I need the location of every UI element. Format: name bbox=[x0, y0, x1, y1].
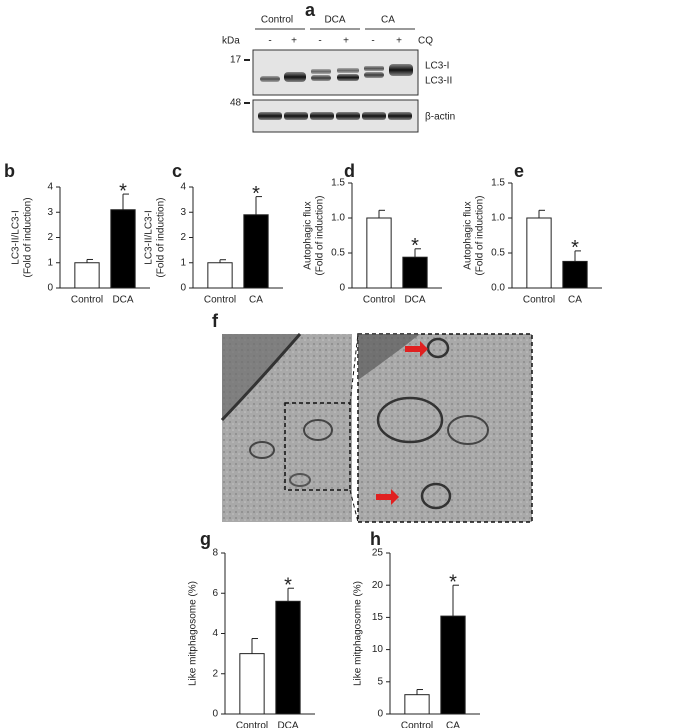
y-tick-label: 2 bbox=[212, 668, 218, 679]
x-tick-label: CA bbox=[446, 721, 460, 728]
annotation: * bbox=[449, 571, 457, 593]
x-tick-label: Control bbox=[523, 295, 555, 306]
y-tick-label: 2 bbox=[180, 232, 186, 243]
y-axis-label: (Fold of induction) bbox=[475, 195, 486, 275]
y-tick-label: 1.0 bbox=[491, 213, 505, 224]
group-label: Control bbox=[261, 15, 293, 26]
x-tick-label: Control bbox=[363, 295, 395, 306]
y-tick-label: 10 bbox=[372, 644, 384, 655]
y-tick-label: 0.0 bbox=[491, 283, 505, 294]
y-tick-label: 3 bbox=[47, 207, 53, 218]
em-image bbox=[220, 333, 533, 523]
y-tick-label: 25 bbox=[372, 548, 384, 559]
treatment: + bbox=[291, 36, 297, 47]
bar bbox=[526, 217, 552, 289]
y-axis-label: Autophagic flux bbox=[463, 201, 474, 269]
panel-label: b bbox=[4, 161, 15, 181]
y-tick-label: 1.0 bbox=[331, 213, 345, 224]
panel-label: e bbox=[514, 161, 524, 181]
group-label: CA bbox=[381, 15, 395, 26]
bands bbox=[258, 112, 412, 120]
y-tick-label: 4 bbox=[47, 182, 53, 193]
y-tick-label: 1.5 bbox=[491, 178, 505, 189]
y-tick-label: 1 bbox=[47, 257, 53, 268]
panel-label: g bbox=[200, 529, 211, 549]
y-tick-label: 0 bbox=[47, 283, 53, 294]
annotation: * bbox=[284, 575, 292, 597]
band-label: LC3-II bbox=[425, 76, 452, 87]
treatment: - bbox=[268, 36, 271, 47]
y-tick-label: 1 bbox=[180, 257, 186, 268]
panel-label: d bbox=[344, 161, 355, 181]
y-tick-label: 0.5 bbox=[491, 248, 505, 259]
marker: 48 bbox=[230, 98, 242, 109]
panel-label: h bbox=[370, 529, 381, 549]
y-tick-label: 15 bbox=[372, 612, 384, 623]
x-tick-label: Control bbox=[401, 721, 433, 728]
y-tick-label: 3 bbox=[180, 207, 186, 218]
y-tick-label: 4 bbox=[180, 182, 186, 193]
kda-label: kDa bbox=[222, 36, 240, 47]
annotation: * bbox=[119, 180, 127, 202]
bar bbox=[562, 260, 588, 289]
bar bbox=[440, 615, 466, 715]
y-tick-label: 20 bbox=[372, 580, 384, 591]
bar bbox=[402, 256, 428, 289]
y-tick-label: 0 bbox=[180, 283, 186, 294]
y-tick-label: 8 bbox=[212, 548, 218, 559]
bar bbox=[239, 653, 265, 715]
annotation: * bbox=[411, 235, 419, 257]
y-tick-label: 6 bbox=[212, 588, 218, 599]
panel-label: c bbox=[172, 161, 182, 181]
x-tick-label: CA bbox=[249, 295, 263, 306]
panel-label: f bbox=[212, 311, 219, 331]
treatment: - bbox=[318, 36, 321, 47]
annotation: * bbox=[571, 237, 579, 259]
y-axis-label: Like mitphagosome (%) bbox=[353, 581, 364, 686]
y-tick-label: 0 bbox=[339, 283, 345, 294]
band-label: β-actin bbox=[425, 112, 455, 123]
y-tick-label: 2 bbox=[47, 232, 53, 243]
y-axis-label: LC3-II/LC3-I bbox=[144, 210, 155, 264]
bar bbox=[110, 209, 136, 289]
y-axis-label: (Fold of induction) bbox=[315, 195, 326, 275]
y-axis-label: Autophagic flux bbox=[303, 201, 314, 269]
y-tick-label: 4 bbox=[212, 628, 218, 639]
y-axis-label: (Fold of induction) bbox=[156, 197, 167, 277]
band-label: LC3-I bbox=[425, 61, 449, 72]
bar bbox=[404, 694, 430, 715]
x-tick-label: CA bbox=[568, 295, 582, 306]
bar bbox=[366, 217, 392, 289]
y-tick-label: 0.5 bbox=[331, 248, 345, 259]
y-axis-label: LC3-II/LC3-I bbox=[11, 210, 22, 264]
y-tick-label: 0 bbox=[212, 709, 218, 720]
panel-label: a bbox=[305, 0, 316, 20]
bar bbox=[243, 214, 269, 289]
treatment-name: CQ bbox=[418, 36, 433, 47]
group-label: DCA bbox=[324, 15, 345, 26]
treatment: + bbox=[396, 36, 402, 47]
bar bbox=[74, 262, 100, 289]
treatment: + bbox=[343, 36, 349, 47]
bands bbox=[260, 64, 413, 82]
bar bbox=[275, 600, 301, 715]
annotation: * bbox=[252, 183, 260, 205]
x-tick-label: Control bbox=[236, 721, 268, 728]
x-tick-label: DCA bbox=[112, 295, 133, 306]
y-axis-label: Like mitphagosome (%) bbox=[188, 581, 199, 686]
y-tick-label: 1.5 bbox=[331, 178, 345, 189]
bar bbox=[207, 262, 233, 289]
y-axis-label: (Fold of induction) bbox=[23, 197, 34, 277]
x-tick-label: DCA bbox=[277, 721, 298, 728]
x-tick-label: Control bbox=[204, 295, 236, 306]
x-tick-label: Control bbox=[71, 295, 103, 306]
y-tick-label: 5 bbox=[377, 676, 383, 687]
x-tick-label: DCA bbox=[404, 295, 425, 306]
y-tick-label: 0 bbox=[377, 709, 383, 720]
marker: 17 bbox=[230, 55, 242, 66]
treatment: - bbox=[371, 36, 374, 47]
